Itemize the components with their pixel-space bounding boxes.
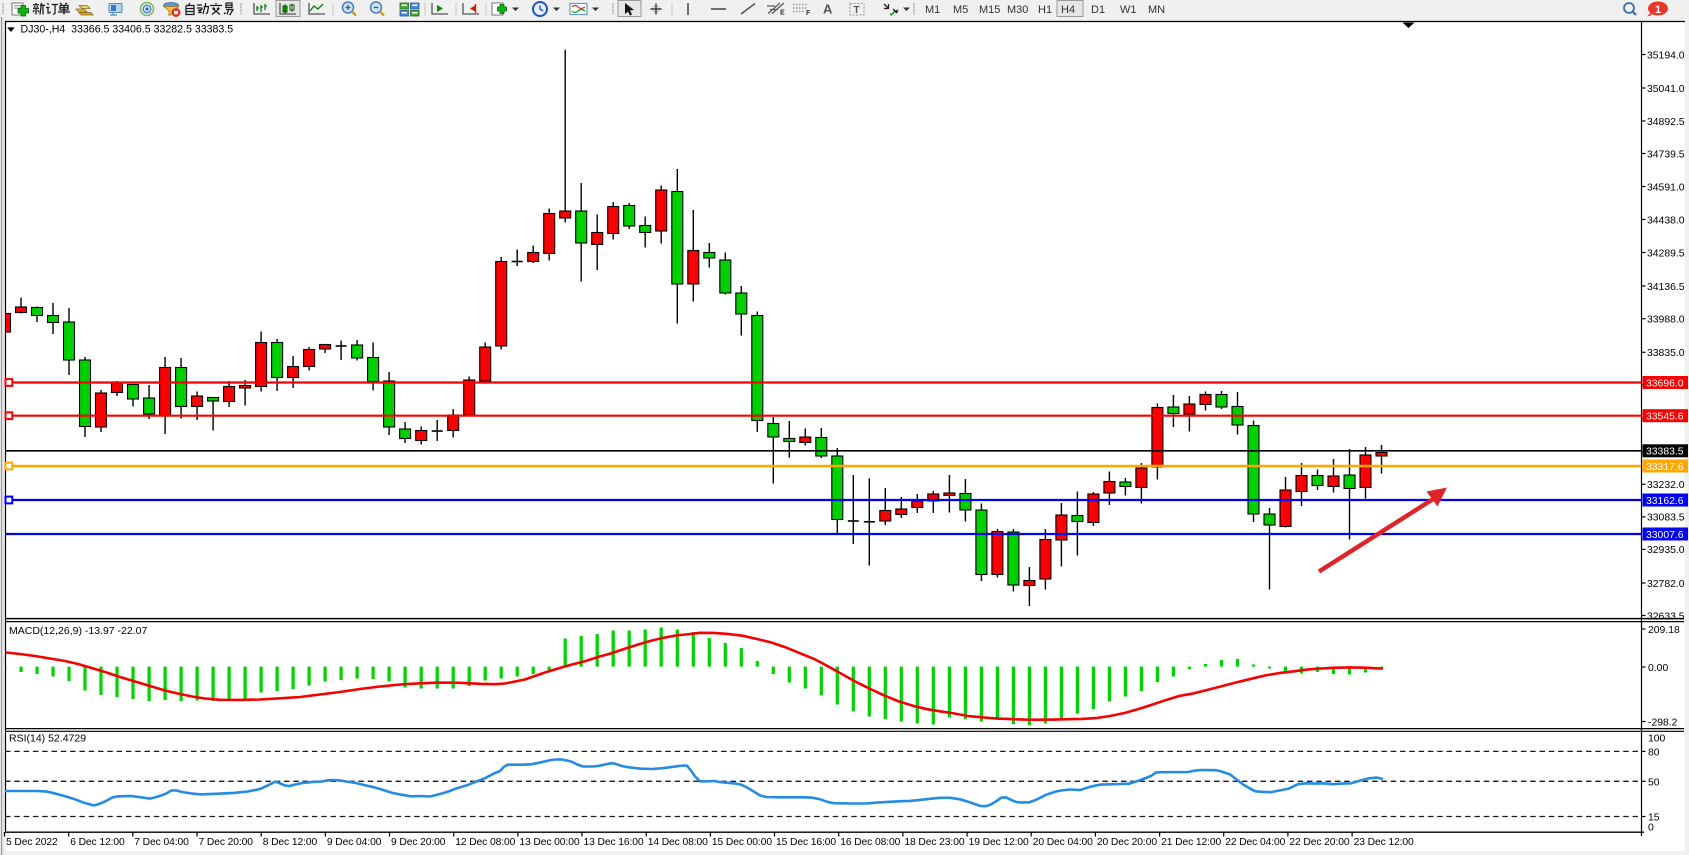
svg-text:1: 1 bbox=[1655, 4, 1661, 16]
svg-text:22 Dec 20:00: 22 Dec 20:00 bbox=[1289, 837, 1349, 848]
svg-text:32935.0: 32935.0 bbox=[1647, 545, 1685, 556]
svg-text:-298.2: -298.2 bbox=[1648, 718, 1678, 729]
svg-text:H4: H4 bbox=[1061, 4, 1075, 16]
svg-text:35041.0: 35041.0 bbox=[1647, 84, 1685, 95]
svg-text:6 Dec 12:00: 6 Dec 12:00 bbox=[70, 837, 125, 848]
svg-text:8 Dec 12:00: 8 Dec 12:00 bbox=[263, 837, 318, 848]
svg-text:15: 15 bbox=[1648, 813, 1660, 824]
svg-text:20 Dec 04:00: 20 Dec 04:00 bbox=[1033, 837, 1093, 848]
svg-text:0.00: 0.00 bbox=[1648, 663, 1668, 674]
svg-text:16 Dec 08:00: 16 Dec 08:00 bbox=[840, 837, 900, 848]
svg-text:F: F bbox=[806, 10, 811, 17]
svg-text:34438.0: 34438.0 bbox=[1647, 215, 1685, 226]
svg-text:15 Dec 00:00: 15 Dec 00:00 bbox=[712, 837, 772, 848]
svg-text:34892.5: 34892.5 bbox=[1647, 117, 1685, 128]
svg-text:19 Dec 12:00: 19 Dec 12:00 bbox=[969, 837, 1029, 848]
svg-text:E: E bbox=[780, 10, 785, 17]
svg-text:33545.6: 33545.6 bbox=[1646, 412, 1684, 423]
svg-text:13 Dec 16:00: 13 Dec 16:00 bbox=[584, 837, 644, 848]
svg-text:33162.6: 33162.6 bbox=[1646, 496, 1684, 507]
svg-text:21 Dec 12:00: 21 Dec 12:00 bbox=[1161, 837, 1221, 848]
svg-text:33083.5: 33083.5 bbox=[1647, 513, 1685, 524]
svg-text:14 Dec 08:00: 14 Dec 08:00 bbox=[648, 837, 708, 848]
svg-text:34739.5: 34739.5 bbox=[1647, 149, 1685, 160]
svg-text:M30: M30 bbox=[1007, 4, 1028, 16]
svg-text:5 Dec 2022: 5 Dec 2022 bbox=[6, 837, 58, 848]
svg-text:35194.0: 35194.0 bbox=[1647, 50, 1685, 61]
svg-text:9 Dec 20:00: 9 Dec 20:00 bbox=[391, 837, 446, 848]
svg-text:80: 80 bbox=[1648, 748, 1660, 759]
svg-text:20 Dec 20:00: 20 Dec 20:00 bbox=[1097, 837, 1157, 848]
svg-text:33007.6: 33007.6 bbox=[1646, 530, 1684, 541]
svg-text:34136.5: 34136.5 bbox=[1647, 282, 1685, 293]
svg-text:M5: M5 bbox=[953, 4, 968, 16]
svg-text:33317.6: 33317.6 bbox=[1646, 462, 1684, 473]
svg-text:MN: MN bbox=[1148, 4, 1165, 16]
svg-text:13 Dec 00:00: 13 Dec 00:00 bbox=[519, 837, 579, 848]
svg-text:M15: M15 bbox=[979, 4, 1000, 16]
svg-text:15 Dec 16:00: 15 Dec 16:00 bbox=[776, 837, 836, 848]
svg-text:M1: M1 bbox=[925, 4, 940, 16]
svg-text:MACD(12,26,9) -13.97 -22.07: MACD(12,26,9) -13.97 -22.07 bbox=[9, 625, 147, 637]
svg-text:D1: D1 bbox=[1091, 4, 1105, 16]
svg-text:100: 100 bbox=[1648, 734, 1666, 745]
svg-text:33696.0: 33696.0 bbox=[1646, 378, 1684, 389]
svg-text:H1: H1 bbox=[1038, 4, 1052, 16]
svg-text:33232.0: 33232.0 bbox=[1647, 480, 1685, 491]
svg-text:33988.0: 33988.0 bbox=[1647, 315, 1685, 326]
svg-text:7 Dec 20:00: 7 Dec 20:00 bbox=[199, 837, 254, 848]
svg-text:18 Dec 23:00: 18 Dec 23:00 bbox=[904, 837, 964, 848]
svg-text:23 Dec 12:00: 23 Dec 12:00 bbox=[1354, 837, 1414, 848]
svg-text:34591.0: 34591.0 bbox=[1647, 182, 1685, 193]
svg-text:T: T bbox=[854, 5, 860, 16]
svg-text:34289.5: 34289.5 bbox=[1647, 248, 1685, 259]
svg-text:32633.5: 32633.5 bbox=[1647, 611, 1685, 622]
svg-text:32782.0: 32782.0 bbox=[1647, 579, 1685, 590]
svg-text:0: 0 bbox=[1648, 823, 1654, 834]
svg-text:DJ30-,H4 33366.5 33406.5 3328: DJ30-,H4 33366.5 33406.5 33282.5 33383.5 bbox=[21, 24, 234, 36]
svg-text:RSI(14) 52.4729: RSI(14) 52.4729 bbox=[9, 733, 86, 745]
svg-text:22 Dec 04:00: 22 Dec 04:00 bbox=[1225, 837, 1285, 848]
svg-text:50: 50 bbox=[1648, 777, 1660, 788]
svg-text:9 Dec 04:00: 9 Dec 04:00 bbox=[327, 837, 382, 848]
svg-text:7 Dec 04:00: 7 Dec 04:00 bbox=[134, 837, 189, 848]
svg-text:A: A bbox=[823, 2, 833, 17]
svg-text:33835.0: 33835.0 bbox=[1647, 348, 1685, 359]
svg-text:W1: W1 bbox=[1120, 4, 1137, 16]
svg-text:12 Dec 08:00: 12 Dec 08:00 bbox=[455, 837, 515, 848]
svg-text:33383.5: 33383.5 bbox=[1646, 447, 1684, 458]
svg-text:209.18: 209.18 bbox=[1648, 625, 1680, 636]
